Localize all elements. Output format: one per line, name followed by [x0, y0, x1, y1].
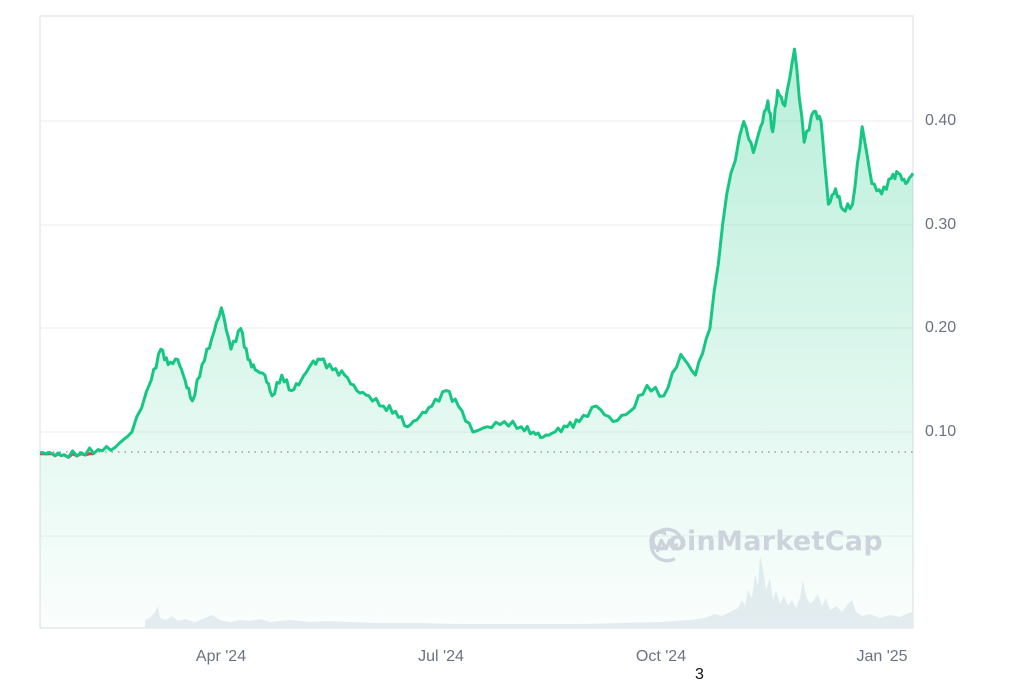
y-tick-label: 0.20 [925, 319, 957, 336]
price-line[interactable] [39, 47, 915, 459]
watermark: CoinMarketCap [648, 526, 883, 563]
page-number: 3 [695, 666, 704, 683]
x-tick-label: Oct '24 [635, 648, 687, 665]
y-tick-label: 0.40 [925, 112, 957, 129]
coinmarketcap-logo-icon [649, 527, 685, 563]
price-area-fill [40, 49, 913, 629]
x-tick-label: Apr '24 [195, 648, 247, 665]
watermark-text: CoinMarketCap [648, 526, 883, 557]
x-tick-label: Jul '24 [418, 648, 464, 665]
y-tick-label: 0.10 [925, 423, 957, 440]
x-tick-label: Jan '25 [856, 648, 908, 665]
y-tick-label: 0.30 [925, 216, 957, 233]
